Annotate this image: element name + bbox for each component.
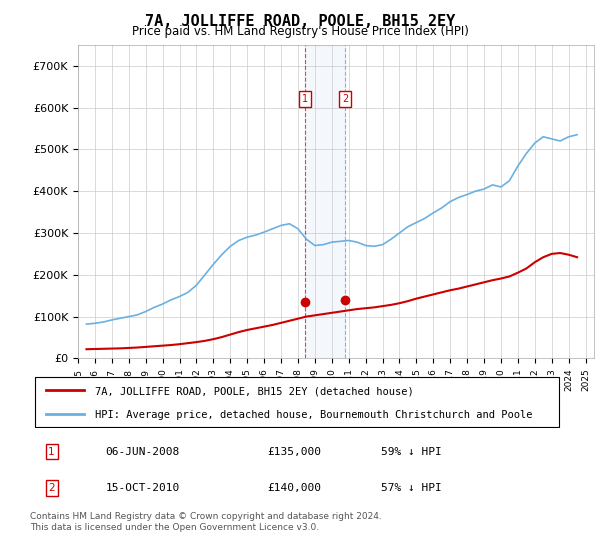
Text: Contains HM Land Registry data © Crown copyright and database right 2024.
This d: Contains HM Land Registry data © Crown c…: [30, 512, 382, 532]
Text: 2: 2: [342, 94, 348, 104]
Text: HPI: Average price, detached house, Bournemouth Christchurch and Poole: HPI: Average price, detached house, Bour…: [95, 409, 532, 419]
Text: 06-JUN-2008: 06-JUN-2008: [106, 446, 180, 456]
Text: 1: 1: [302, 94, 308, 104]
Text: 2: 2: [48, 483, 55, 493]
Text: Price paid vs. HM Land Registry's House Price Index (HPI): Price paid vs. HM Land Registry's House …: [131, 25, 469, 38]
FancyBboxPatch shape: [35, 377, 559, 427]
Text: 1: 1: [48, 446, 55, 456]
Text: 7A, JOLLIFFE ROAD, POOLE, BH15 2EY: 7A, JOLLIFFE ROAD, POOLE, BH15 2EY: [145, 14, 455, 29]
Text: 57% ↓ HPI: 57% ↓ HPI: [381, 483, 442, 493]
Text: £140,000: £140,000: [268, 483, 322, 493]
Text: £135,000: £135,000: [268, 446, 322, 456]
Text: 7A, JOLLIFFE ROAD, POOLE, BH15 2EY (detached house): 7A, JOLLIFFE ROAD, POOLE, BH15 2EY (deta…: [95, 386, 413, 396]
Bar: [305, 45, 345, 358]
Text: 59% ↓ HPI: 59% ↓ HPI: [381, 446, 442, 456]
Text: 15-OCT-2010: 15-OCT-2010: [106, 483, 180, 493]
